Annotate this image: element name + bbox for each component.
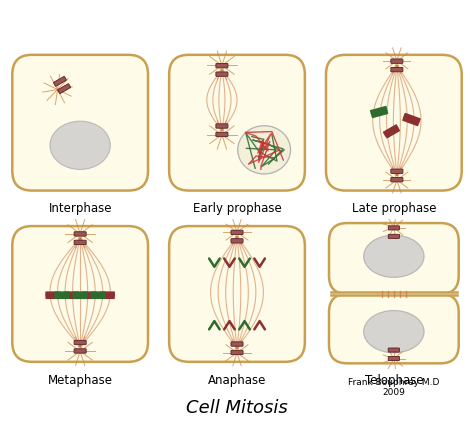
FancyBboxPatch shape [74,232,86,236]
Text: Early prophase: Early prophase [192,202,282,215]
FancyBboxPatch shape [231,342,243,346]
FancyBboxPatch shape [231,350,243,355]
FancyBboxPatch shape [55,295,70,299]
FancyBboxPatch shape [391,178,403,182]
FancyBboxPatch shape [388,356,400,361]
FancyBboxPatch shape [391,169,403,174]
FancyBboxPatch shape [371,110,388,118]
FancyBboxPatch shape [58,84,71,94]
FancyBboxPatch shape [329,223,459,294]
FancyBboxPatch shape [74,349,86,353]
FancyBboxPatch shape [91,291,106,296]
FancyBboxPatch shape [216,132,228,137]
FancyBboxPatch shape [169,226,305,362]
FancyBboxPatch shape [329,294,459,363]
FancyBboxPatch shape [403,113,421,124]
FancyBboxPatch shape [388,226,400,230]
FancyBboxPatch shape [216,63,228,68]
FancyBboxPatch shape [231,239,243,243]
FancyBboxPatch shape [326,55,462,191]
FancyBboxPatch shape [391,67,403,72]
FancyBboxPatch shape [12,226,148,362]
Ellipse shape [364,235,424,277]
FancyBboxPatch shape [388,234,400,238]
FancyBboxPatch shape [388,348,400,352]
FancyBboxPatch shape [54,76,66,86]
FancyBboxPatch shape [74,240,86,244]
FancyBboxPatch shape [391,59,403,63]
FancyBboxPatch shape [55,291,70,296]
FancyBboxPatch shape [383,124,399,136]
FancyBboxPatch shape [402,117,419,126]
FancyBboxPatch shape [73,295,88,299]
Text: Anaphase: Anaphase [208,374,266,387]
FancyBboxPatch shape [64,295,79,299]
Text: Metaphase: Metaphase [48,374,113,387]
FancyBboxPatch shape [100,295,115,299]
Text: Interphase: Interphase [48,202,112,215]
FancyBboxPatch shape [46,291,61,296]
Text: Telophase: Telophase [365,374,423,387]
Text: Frank Bouphrey M.D
2009: Frank Bouphrey M.D 2009 [348,378,439,397]
FancyBboxPatch shape [231,230,243,235]
FancyBboxPatch shape [216,124,228,128]
Text: Late prophase: Late prophase [352,202,436,215]
Ellipse shape [50,121,110,169]
FancyBboxPatch shape [82,295,97,299]
FancyBboxPatch shape [385,128,400,138]
FancyBboxPatch shape [74,340,86,345]
FancyBboxPatch shape [12,55,148,191]
Ellipse shape [238,126,291,174]
FancyBboxPatch shape [169,55,305,191]
FancyBboxPatch shape [91,295,106,299]
Text: Cell Mitosis: Cell Mitosis [186,399,288,417]
FancyBboxPatch shape [46,295,61,299]
FancyBboxPatch shape [370,106,388,115]
FancyBboxPatch shape [216,72,228,76]
FancyBboxPatch shape [73,291,88,296]
Ellipse shape [364,311,424,353]
FancyBboxPatch shape [64,291,79,296]
FancyBboxPatch shape [100,291,115,296]
FancyBboxPatch shape [82,291,97,296]
